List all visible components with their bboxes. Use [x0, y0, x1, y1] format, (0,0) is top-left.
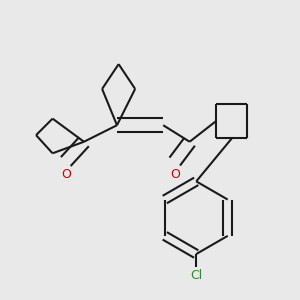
Text: O: O [170, 168, 180, 181]
Text: Cl: Cl [190, 269, 202, 282]
Text: O: O [61, 168, 71, 181]
